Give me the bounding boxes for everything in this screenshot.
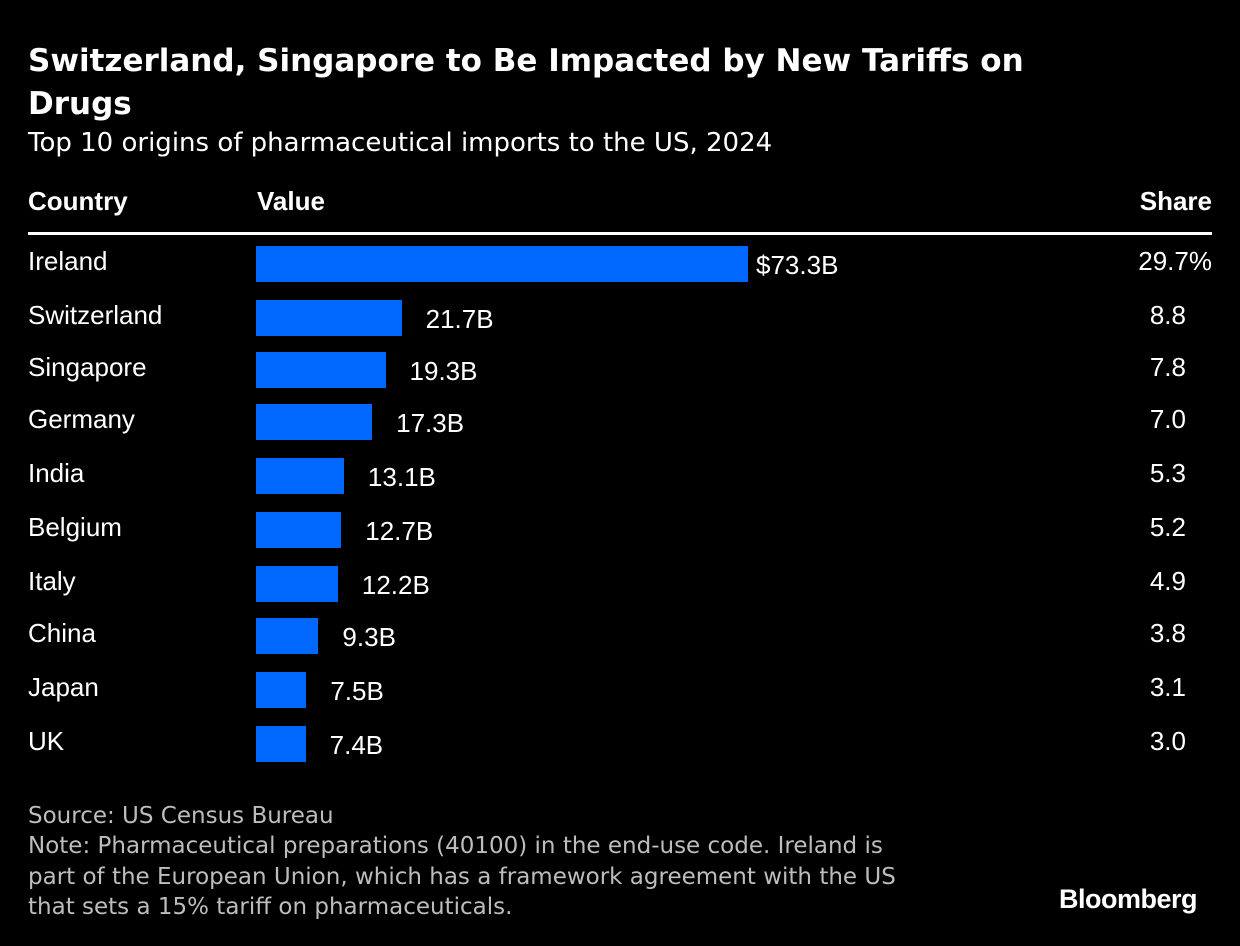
table-row: China 9.3B 3.8 <box>0 618 1240 674</box>
share-label: 3.1 <box>1149 672 1186 702</box>
share-label: 7.8 <box>1149 352 1186 382</box>
table-row: UK 7.4B 3.0 <box>0 726 1240 782</box>
bar <box>256 726 306 762</box>
bar <box>256 566 338 602</box>
bloomberg-logo: Bloomberg <box>1059 884 1198 914</box>
country-label: Italy <box>28 566 76 596</box>
bar <box>256 300 402 336</box>
source-note: Source: US Census Bureau <box>28 803 334 829</box>
bar <box>256 672 307 708</box>
share-label: 5.2 <box>1149 512 1186 542</box>
country-label: China <box>28 618 96 648</box>
country-label: Japan <box>28 672 99 702</box>
bar <box>256 618 319 654</box>
footnote-line: that sets a 15% tariff on pharmaceutical… <box>28 894 513 920</box>
share-label: 5.3 <box>1149 458 1186 488</box>
share-label: 3.0 <box>1149 726 1186 756</box>
bar <box>256 352 386 388</box>
table-row: Belgium 12.7B 5.2 <box>0 512 1240 568</box>
country-label: Singapore <box>28 352 147 382</box>
country-label: Germany <box>28 404 135 434</box>
table-row: Japan 7.5B 3.1 <box>0 672 1240 728</box>
share-label: 3.8 <box>1149 618 1186 648</box>
table-row: Singapore 19.3B 7.8 <box>0 352 1240 408</box>
country-label: UK <box>28 726 65 756</box>
country-label: India <box>28 458 85 488</box>
value-label: 17.3B <box>396 408 465 438</box>
bar <box>256 404 373 440</box>
share-label: 8.8 <box>1149 300 1186 330</box>
value-label: 12.7B <box>365 516 434 546</box>
chart-title: Switzerland, Singapore to Be Impacted by… <box>28 43 1024 122</box>
header-value: Value <box>257 186 325 216</box>
country-label: Switzerland <box>28 300 163 330</box>
share-label: 29.7% <box>1138 246 1212 276</box>
share-label: 4.9 <box>1149 566 1186 596</box>
table-row: Switzerland 21.7B 8.8 <box>0 300 1240 356</box>
table-row: Ireland $73.3B 29.7% <box>0 246 1240 302</box>
bar <box>256 512 342 548</box>
value-label: $73.3B <box>756 250 839 280</box>
table-row: India 13.1B 5.3 <box>0 458 1240 514</box>
bar <box>256 458 344 494</box>
value-label: 7.5B <box>330 676 384 706</box>
header-country: Country <box>28 186 128 216</box>
bar <box>256 246 748 282</box>
value-label: 9.3B <box>342 622 396 652</box>
header-share: Share <box>1139 186 1212 216</box>
value-label: 13.1B <box>367 462 436 492</box>
table-row: Germany 17.3B 7.0 <box>0 404 1240 460</box>
header-rule <box>28 232 1212 235</box>
value-label: 21.7B <box>425 304 494 334</box>
footnote-line: part of the European Union, which has a … <box>28 863 896 890</box>
footnote-line: Note: Pharmaceutical preparations (40100… <box>28 833 883 859</box>
table-row: Italy 12.2B 4.9 <box>0 566 1240 622</box>
chart-subtitle: Top 10 origins of pharmaceutical imports… <box>28 128 773 158</box>
footnote: Note: Pharmaceutical preparations (40100… <box>28 831 896 923</box>
value-label: 12.2B <box>361 570 430 600</box>
value-label: 7.4B <box>329 730 384 760</box>
country-label: Belgium <box>28 512 122 542</box>
share-label: 7.0 <box>1149 404 1186 434</box>
value-label: 19.3B <box>409 356 478 386</box>
country-label: Ireland <box>28 246 108 276</box>
